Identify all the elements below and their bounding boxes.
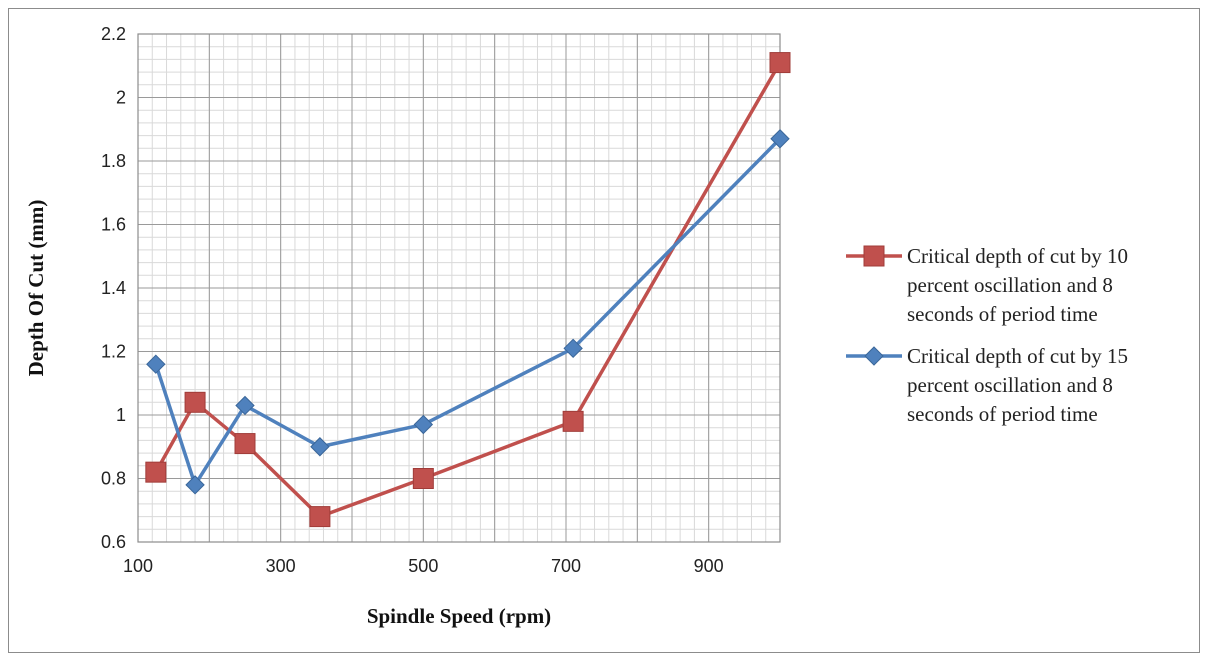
x-axis-title: Spindle Speed (rpm) (367, 604, 551, 628)
data-point (412, 468, 434, 489)
legend-label-line: percent oscillation and 8 (907, 373, 1113, 397)
legend-label-line: seconds of period time (907, 402, 1098, 426)
data-point (563, 338, 583, 359)
y-tick-label: 1.8 (101, 151, 126, 171)
series-layer (145, 52, 791, 528)
y-tick-label: 1.6 (101, 215, 126, 235)
legend-label: Critical depth of cut by 10 percent oscil… (907, 244, 1128, 326)
data-point (184, 391, 206, 413)
data-point (770, 129, 790, 149)
data-point (146, 354, 166, 374)
y-axis-ticks: 0.6 0.8 1 1.2 1.4 1.6 1.8 2 2.2 (101, 24, 126, 552)
legend-label-line: Critical depth of cut by 10 (907, 244, 1128, 268)
x-tick-label: 300 (266, 556, 296, 576)
y-tick-label: 0.8 (101, 469, 126, 489)
data-point (413, 414, 434, 435)
x-tick-label: 700 (551, 556, 581, 576)
plot-area (137, 33, 781, 543)
x-axis-ticks: 100 300 500 700 900 (123, 556, 724, 576)
legend-label-line: Critical depth of cut by 15 (907, 344, 1128, 368)
y-tick-label: 0.6 (101, 532, 126, 552)
series-1 (145, 52, 791, 528)
data-point (235, 395, 255, 416)
legend: Critical depth of cut by 10 percent oscil… (846, 244, 1128, 426)
legend-swatch-marker (864, 346, 884, 366)
y-tick-label: 1.4 (101, 278, 126, 298)
data-point (185, 475, 205, 495)
legend-entry-1: Critical depth of cut by 10 percent oscil… (846, 244, 1128, 326)
legend-swatch-marker (863, 245, 885, 267)
data-point (234, 433, 256, 455)
legend-label: Critical depth of cut by 15 percent oscil… (907, 344, 1128, 426)
y-tick-label: 2 (116, 88, 126, 108)
y-axis-title: Depth Of Cut (mm) (24, 200, 48, 377)
legend-entry-2: Critical depth of cut by 15 percent oscil… (846, 344, 1128, 426)
series-line (154, 137, 782, 487)
data-point (562, 410, 584, 432)
y-tick-label: 1.2 (101, 342, 126, 362)
y-tick-label: 1 (116, 405, 126, 425)
legend-label-line: percent oscillation and 8 (907, 273, 1113, 297)
chart-frame (8, 8, 1200, 653)
data-point (769, 52, 791, 74)
x-tick-label: 900 (694, 556, 724, 576)
y-tick-label: 2.2 (101, 24, 126, 44)
data-point (309, 506, 331, 528)
series-2 (146, 129, 790, 495)
data-point (145, 461, 167, 483)
legend-label-line: seconds of period time (907, 302, 1098, 326)
x-tick-label: 500 (408, 556, 438, 576)
data-point (310, 437, 330, 457)
x-tick-label: 100 (123, 556, 153, 576)
